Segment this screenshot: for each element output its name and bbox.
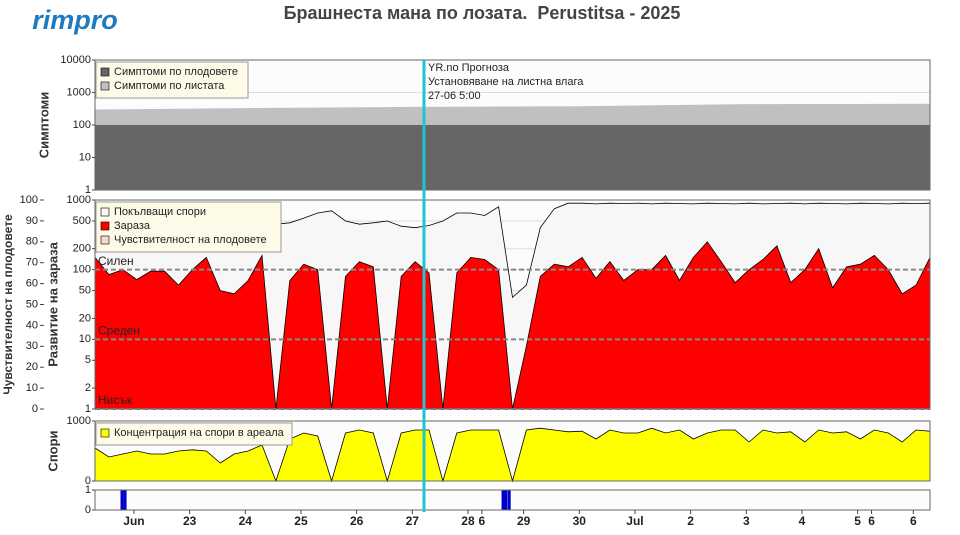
x-tick-label: 30 <box>573 514 587 528</box>
legend-label: Концентрация на спори в ареала <box>114 427 285 439</box>
legend-swatch <box>100 221 110 231</box>
threshold-label: Нисък <box>98 393 133 407</box>
y-tick-label: 0 <box>85 475 91 487</box>
y-tick-label: 10 <box>79 151 91 163</box>
x-tick-label: 27 <box>406 514 420 528</box>
chart-title: Брашнеста мана по лозата. Perustitsa - 2… <box>284 3 681 23</box>
y-tick-label: 1000 <box>67 86 91 98</box>
bar <box>501 490 505 510</box>
x-tick-label: 3 <box>743 514 750 528</box>
area <box>94 427 931 483</box>
bar <box>120 490 124 510</box>
plot-frame <box>94 420 931 482</box>
legend-box <box>95 201 282 253</box>
plot-area <box>95 490 930 510</box>
y-tick-label: 100 <box>73 119 91 131</box>
legend-box <box>95 61 249 99</box>
x-tick-label: 28 <box>461 514 475 528</box>
x-tick-label: 23 <box>183 514 197 528</box>
y-tick-label: 1 <box>85 484 91 496</box>
forecast-label: 27-06 5:00 <box>428 90 481 102</box>
y2-tick-label: 30 <box>26 340 38 352</box>
y2-tick-label: 40 <box>26 319 38 331</box>
y2-tick-label: 50 <box>26 298 38 310</box>
y2-tick-label: 80 <box>26 236 38 248</box>
bar <box>507 490 511 510</box>
y-tick-label: 50 <box>79 285 91 297</box>
y-tick-label: 500 <box>73 215 91 227</box>
legend-label: Покълващи спори <box>114 206 206 218</box>
y2-tick-label: 0 <box>32 403 38 415</box>
x-tick-label: 25 <box>294 514 308 528</box>
legend-swatch <box>100 207 110 217</box>
x-tick-label: 4 <box>799 514 806 528</box>
legend-label: Симптоми по плодовете <box>114 66 238 78</box>
logo: rimpro <box>32 5 118 35</box>
x-tick-label: Jul <box>626 514 643 528</box>
y-tick-label: 20 <box>79 312 91 324</box>
area <box>94 241 931 410</box>
y2-tick-label: 70 <box>26 257 38 269</box>
legend-label: Симптоми по листата <box>114 80 225 92</box>
y-tick-label: 0 <box>85 504 91 516</box>
y-tick-label: 100 <box>73 264 91 276</box>
y-tick-label: 1000 <box>67 194 91 206</box>
y2-tick-label: 10 <box>26 382 38 394</box>
legend-swatch <box>100 235 110 245</box>
bar <box>504 490 508 510</box>
y2-axis-label: Чувствителност на плодовете <box>1 214 15 395</box>
forecast-label: Установяване на листна влага <box>428 76 584 88</box>
bar <box>123 490 127 510</box>
legend-swatch <box>100 428 110 438</box>
y2-tick-label: 100 <box>20 194 38 206</box>
x-tick-label: 26 <box>350 514 364 528</box>
threshold-label: Среден <box>98 324 140 338</box>
plot-frame <box>94 59 931 191</box>
forecast-label: YR.no Прогноза <box>428 62 510 74</box>
y-tick-label: 10000 <box>60 54 91 66</box>
plot-frame <box>94 489 931 511</box>
y-tick-label: 10 <box>79 333 91 345</box>
legend-label: Чувствителност на плодовете <box>114 234 267 246</box>
y-tick-label: 1 <box>85 403 91 415</box>
area <box>95 125 930 190</box>
legend-swatch <box>100 67 110 77</box>
x-tick-label: 24 <box>239 514 253 528</box>
y-axis-label: Развитие на зараза <box>45 241 60 366</box>
legend-label: Зараза <box>114 220 151 232</box>
x-tick-label: 6 <box>910 514 917 528</box>
x-tick-label: Jun <box>123 514 144 528</box>
y-tick-label: 2 <box>85 382 91 394</box>
x-tick-label: 2 <box>687 514 694 528</box>
plot-frame <box>94 199 931 410</box>
x-tick-label: 29 <box>517 514 531 528</box>
x-tick-label: 5 <box>854 514 861 528</box>
y2-tick-label: 60 <box>26 278 38 290</box>
x-tick-label: 6 <box>479 514 486 528</box>
y2-tick-label: 90 <box>26 215 38 227</box>
y-tick-label: 1000 <box>67 415 91 427</box>
y-axis-label: Спори <box>45 430 60 471</box>
legend-swatch <box>100 81 110 91</box>
threshold-label: Силен <box>98 254 134 268</box>
legend-box <box>95 422 293 446</box>
x-tick-label: 6 <box>868 514 875 528</box>
y-axis-label: Симптоми <box>36 92 51 158</box>
y-tick-label: 200 <box>73 243 91 255</box>
y-tick-label: 5 <box>85 354 91 366</box>
y2-tick-label: 20 <box>26 361 38 373</box>
y-tick-label: 1 <box>85 184 91 196</box>
